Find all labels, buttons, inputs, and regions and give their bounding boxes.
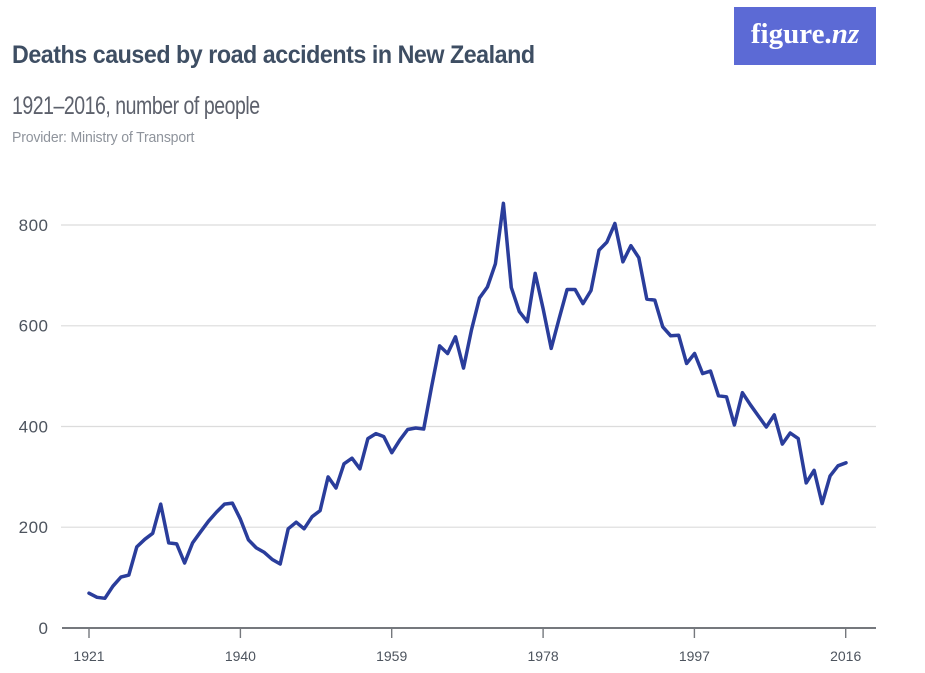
svg-text:2016: 2016 <box>830 648 861 664</box>
svg-text:1997: 1997 <box>679 648 710 664</box>
svg-text:800: 800 <box>19 216 49 235</box>
svg-text:0: 0 <box>39 619 49 638</box>
svg-text:600: 600 <box>19 317 49 336</box>
svg-text:400: 400 <box>19 417 49 436</box>
svg-text:200: 200 <box>19 518 49 537</box>
svg-text:1940: 1940 <box>225 648 256 664</box>
svg-text:1959: 1959 <box>376 648 407 664</box>
svg-text:1978: 1978 <box>528 648 559 664</box>
svg-text:1921: 1921 <box>73 648 104 664</box>
